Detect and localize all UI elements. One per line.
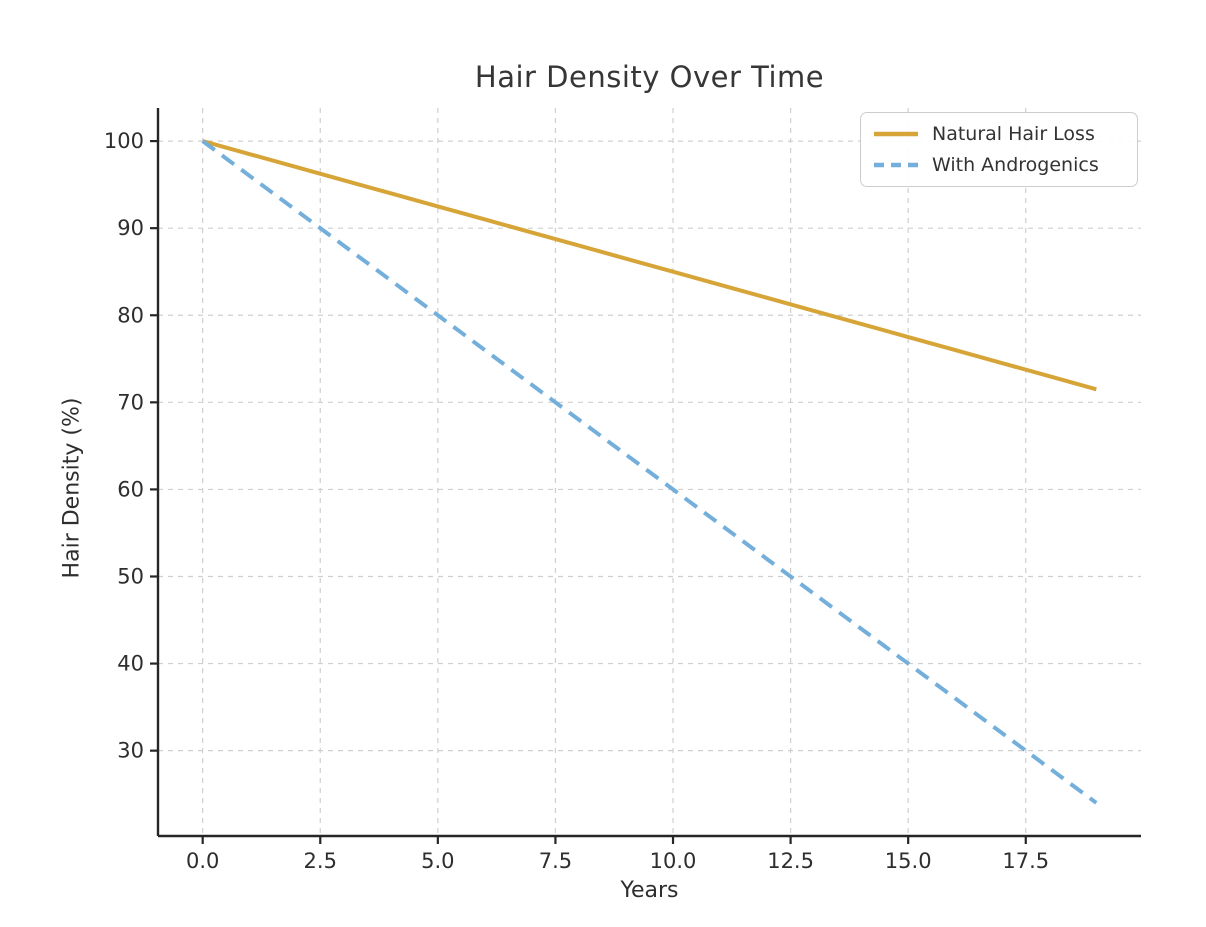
legend: Natural Hair Loss With Androgenics	[860, 112, 1138, 187]
x-tick-label: 17.5	[1002, 849, 1049, 873]
legend-label: Natural Hair Loss	[932, 123, 1095, 145]
series-line-with-androgenics	[201, 139, 1098, 805]
x-tick-label: 7.5	[539, 849, 572, 873]
x-tick-label: 12.5	[767, 849, 814, 873]
chart-title: Hair Density Over Time	[474, 60, 825, 94]
x-tick-label: 10.0	[650, 849, 697, 873]
y-axis-label: Hair Density (%)	[59, 397, 85, 579]
x-axis-label: Years	[620, 878, 679, 903]
x-tick-label: 2.5	[304, 849, 337, 873]
legend-label: With Androgenics	[932, 154, 1099, 176]
x-tick-label: 0.0	[186, 849, 219, 873]
y-tick-label: 50	[117, 564, 144, 588]
y-tick-label: 90	[117, 216, 144, 240]
y-tick-label: 30	[117, 739, 144, 763]
legend-line-sample-solid	[874, 131, 918, 137]
x-tick-label: 15.0	[885, 849, 932, 873]
y-tick-label: 100	[104, 129, 144, 153]
series-line-natural-hair-loss	[202, 139, 1097, 392]
legend-line-sample-dashed	[874, 162, 918, 168]
x-tick-label: 5.0	[421, 849, 454, 873]
y-tick-label: 60	[117, 477, 144, 501]
y-tick-label: 70	[117, 390, 144, 414]
legend-entry-natural-hair-loss: Natural Hair Loss	[873, 123, 1125, 145]
y-tick-label: 40	[117, 652, 144, 676]
y-tick-label: 80	[117, 303, 144, 327]
legend-entry-with-androgenics: With Androgenics	[873, 154, 1125, 176]
